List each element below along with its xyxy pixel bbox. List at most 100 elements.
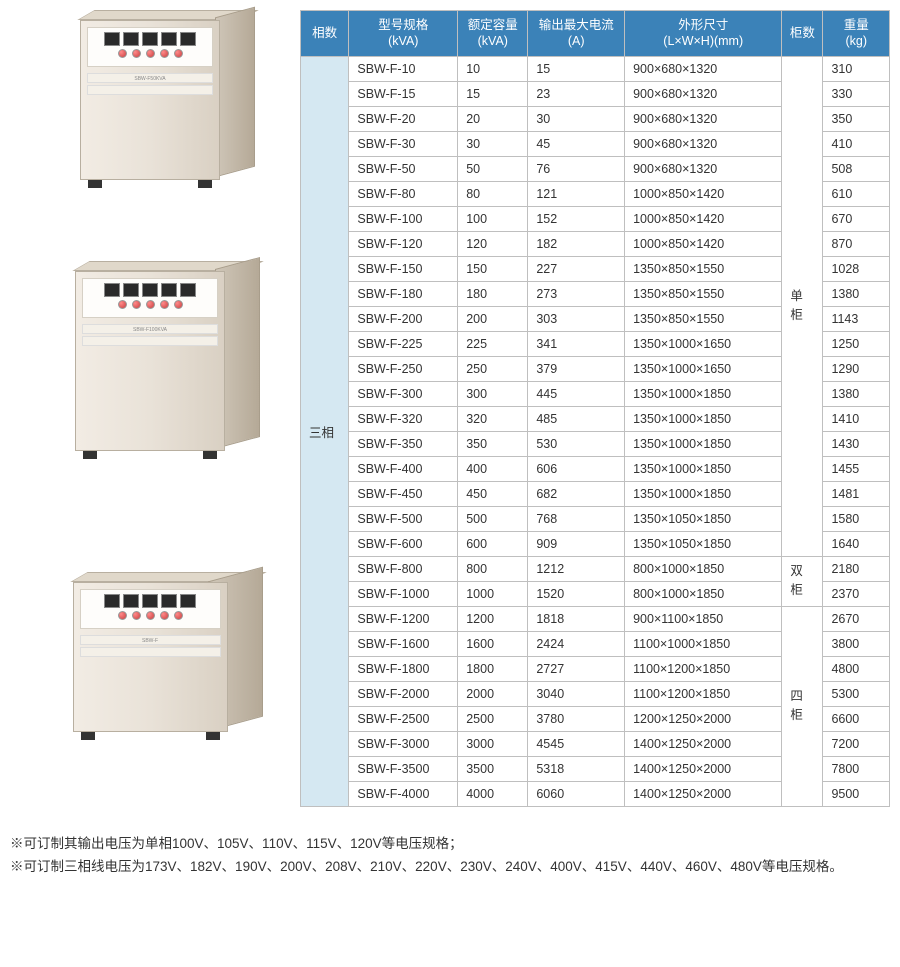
cell: 150: [458, 256, 528, 281]
col-header-5: 柜数: [782, 11, 823, 57]
col-header-6: 重量(kg): [823, 11, 890, 57]
cell: 3000: [458, 731, 528, 756]
cell: 1350×1050×1850: [625, 531, 782, 556]
cell: 121: [528, 181, 625, 206]
cell: 23: [528, 81, 625, 106]
cell: 379: [528, 356, 625, 381]
cell: 1350×1000×1850: [625, 456, 782, 481]
cell: 180: [458, 281, 528, 306]
cell: SBW-F-500: [349, 506, 458, 531]
cell: 1350×850×1550: [625, 306, 782, 331]
product-images-column: SBW-F50KVA SBW-F100KVA: [10, 10, 290, 823]
cell: SBW-F-2000: [349, 681, 458, 706]
cell: 445: [528, 381, 625, 406]
cell: 1028: [823, 256, 890, 281]
cell: 410: [823, 131, 890, 156]
spec-table-wrapper: 相数型号规格(kVA)额定容量(kVA)输出最大电流(A)外形尺寸(L×W×H)…: [300, 10, 890, 823]
cell: SBW-F-50: [349, 156, 458, 181]
cell: 1200×1250×2000: [625, 706, 782, 731]
cell: 1350×1000×1850: [625, 406, 782, 431]
cell: 4545: [528, 731, 625, 756]
cell: 2000: [458, 681, 528, 706]
cell: SBW-F-800: [349, 556, 458, 581]
cell: SBW-F-120: [349, 231, 458, 256]
cell: SBW-F-1800: [349, 656, 458, 681]
cell: 152: [528, 206, 625, 231]
cell: 5318: [528, 756, 625, 781]
cell: 250: [458, 356, 528, 381]
cell: SBW-F-200: [349, 306, 458, 331]
cell: 4800: [823, 656, 890, 681]
cell: SBW-F-350: [349, 431, 458, 456]
cell: 182: [528, 231, 625, 256]
cell: 2500: [458, 706, 528, 731]
cell: 2180: [823, 556, 890, 581]
cabinet-count-cell: 单柜: [782, 56, 823, 556]
cell: 1350×1050×1850: [625, 506, 782, 531]
cell: 900×680×1320: [625, 131, 782, 156]
cell: 2370: [823, 581, 890, 606]
cell: SBW-F-180: [349, 281, 458, 306]
cell: 10: [458, 56, 528, 81]
cell: SBW-F-300: [349, 381, 458, 406]
cell: 606: [528, 456, 625, 481]
product-label: SBW-F100KVA: [82, 324, 218, 334]
cell: 1520: [528, 581, 625, 606]
cell: 350: [823, 106, 890, 131]
cell: 485: [528, 406, 625, 431]
cell: 76: [528, 156, 625, 181]
col-header-0: 相数: [301, 11, 349, 57]
cell: 2670: [823, 606, 890, 631]
cell: 330: [823, 81, 890, 106]
product-image-1: SBW-F100KVA: [75, 271, 225, 462]
cell: 400: [458, 456, 528, 481]
footnotes: ※可订制其输出电压为单相100V、105V、110V、115V、120V等电压规…: [10, 833, 890, 879]
product-label: SBW-F50KVA: [87, 73, 213, 83]
cell: 320: [458, 406, 528, 431]
cell: 273: [528, 281, 625, 306]
cell: 6600: [823, 706, 890, 731]
col-header-4: 外形尺寸(L×W×H)(mm): [625, 11, 782, 57]
cell: SBW-F-30: [349, 131, 458, 156]
cell: 1000×850×1420: [625, 206, 782, 231]
cell: 1100×1200×1850: [625, 656, 782, 681]
cell: SBW-F-250: [349, 356, 458, 381]
cell: 768: [528, 506, 625, 531]
cell: 670: [823, 206, 890, 231]
product-image-0: SBW-F50KVA: [80, 20, 220, 191]
cell: SBW-F-2500: [349, 706, 458, 731]
cell: 1580: [823, 506, 890, 531]
cell: 310: [823, 56, 890, 81]
cell: 800×1000×1850: [625, 556, 782, 581]
cell: SBW-F-3000: [349, 731, 458, 756]
cell: 1250: [823, 331, 890, 356]
cell: 508: [823, 156, 890, 181]
cell: SBW-F-3500: [349, 756, 458, 781]
footnote-1: ※可订制三相线电压为173V、182V、190V、200V、208V、210V、…: [10, 856, 890, 879]
cell: 900×1100×1850: [625, 606, 782, 631]
cell: 1000: [458, 581, 528, 606]
table-row: SBW-F-8008001212800×1000×1850双柜2180: [301, 556, 890, 581]
cell: 1410: [823, 406, 890, 431]
cell: 1290: [823, 356, 890, 381]
cell: 45: [528, 131, 625, 156]
cell: 600: [458, 531, 528, 556]
spec-table: 相数型号规格(kVA)额定容量(kVA)输出最大电流(A)外形尺寸(L×W×H)…: [300, 10, 890, 807]
cell: SBW-F-400: [349, 456, 458, 481]
cell: SBW-F-1600: [349, 631, 458, 656]
cell: 900×680×1320: [625, 81, 782, 106]
cell: SBW-F-150: [349, 256, 458, 281]
cell: SBW-F-450: [349, 481, 458, 506]
cell: 1400×1250×2000: [625, 781, 782, 806]
cell: 682: [528, 481, 625, 506]
cell: 610: [823, 181, 890, 206]
cell: 3040: [528, 681, 625, 706]
cabinet-count-cell: 四柜: [782, 606, 823, 806]
cell: 2424: [528, 631, 625, 656]
cell: SBW-F-225: [349, 331, 458, 356]
cell: 3800: [823, 631, 890, 656]
cell: 300: [458, 381, 528, 406]
cell: 15: [528, 56, 625, 81]
cell: 5300: [823, 681, 890, 706]
cell: 2727: [528, 656, 625, 681]
